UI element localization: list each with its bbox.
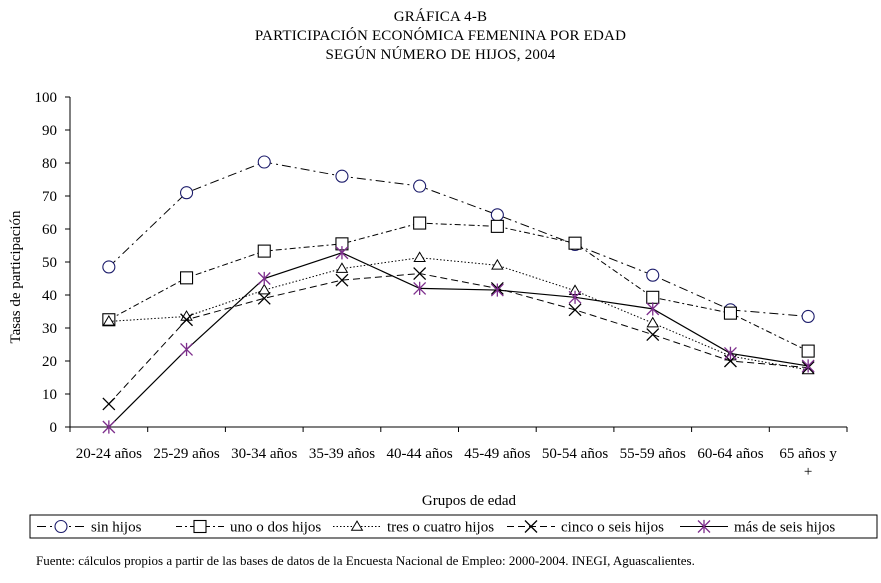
chart-title-line-2: PARTICIPACIÓN ECONÓMICA FEMENINA POR EDA…: [254, 28, 627, 44]
data-point: [646, 268, 660, 282]
x-tick-label: 60-64 años: [697, 446, 763, 462]
x-tick-label-line: 65 años y: [779, 446, 837, 462]
legend-marker: [697, 519, 711, 534]
x-tick-label: 35-39 años: [309, 446, 375, 462]
data-point: [335, 246, 349, 260]
data-point: [335, 169, 349, 183]
data-point: [801, 359, 815, 373]
data-point: [801, 309, 815, 324]
legend-label: cinco o seis hijos: [561, 520, 664, 536]
tick-labels: 0 10 20 30 40 50 60 70 80 90 100 20-24 años 25-29 añ…: [35, 90, 838, 480]
legend: sin hijos uno o dos hijos tres o cuatro hi…: [29, 514, 878, 539]
legend-marker: [54, 519, 68, 534]
data-point: [257, 244, 271, 258]
x-tick-label: 65 años y +: [779, 446, 837, 480]
series-line: [108, 273, 809, 405]
data-point: [102, 260, 116, 274]
series-cinco-o-seis-hijos: [102, 267, 815, 411]
series-line: [108, 222, 809, 352]
data-point: [257, 271, 271, 286]
data-point: [413, 179, 427, 193]
chart-title-line-1: GRÁFICA 4-B: [393, 9, 488, 25]
y-tick-label: 10: [42, 387, 57, 403]
chart-title: GRÁFICA 4-B PARTICIPACIÓN ECONÓMICA FEME…: [0, 8, 881, 65]
y-tick-label: 80: [42, 156, 57, 172]
axes: [65, 96, 848, 432]
series-mas-de-seis-hijos: [102, 246, 815, 434]
data-point: [180, 342, 194, 357]
data-point: [413, 251, 426, 262]
source-note: Fuente: cálculos propios a partir de las…: [36, 553, 695, 568]
data-point: [180, 271, 194, 285]
data-point: [723, 306, 738, 320]
y-tick-label: 0: [50, 420, 58, 436]
y-tick-label: 60: [42, 222, 57, 238]
y-tick-label: 90: [42, 123, 57, 139]
x-tick-label: 55-59 años: [620, 446, 686, 462]
data-point: [413, 267, 427, 281]
data-point: [180, 313, 194, 327]
legend-label: más de seis hijos: [734, 520, 835, 536]
series-line: [108, 252, 809, 428]
x-axis-title: Grupos de edad: [422, 493, 517, 509]
data-point: [646, 290, 660, 304]
chart-title-line-3: SEGÚN NÚMERO DE HIJOS, 2004: [325, 47, 556, 63]
legend-marker: [350, 520, 364, 531]
data-point: [646, 328, 660, 342]
data-point: [646, 316, 660, 328]
series-sin-hijos: [102, 155, 815, 324]
data-point: [180, 186, 194, 200]
legend-label: tres o cuatro hijos: [387, 520, 494, 536]
data-point: [257, 283, 271, 295]
data-point: [102, 315, 116, 326]
x-tick-label: 20-24 años: [76, 446, 142, 462]
data-point: [413, 281, 427, 295]
y-tick-label: 50: [42, 255, 57, 271]
x-tick-label: 30-34 años: [231, 446, 297, 462]
y-tick-label: 40: [42, 288, 57, 304]
data-point: [568, 290, 582, 304]
x-tick-label-line: +: [804, 464, 812, 480]
data-point: [102, 397, 116, 411]
series-line: [108, 257, 809, 371]
y-tick-label: 30: [42, 321, 57, 337]
data-point: [335, 262, 349, 273]
x-tick-label: 50-54 años: [542, 446, 608, 462]
series-uno-o-dos-hijos: [102, 216, 815, 358]
data-point: [413, 216, 427, 230]
data-point: [490, 208, 504, 222]
data-point: [257, 155, 271, 169]
legend-label: uno o dos hijos: [230, 520, 321, 536]
data-point: [646, 302, 660, 316]
data-point: [490, 219, 504, 233]
x-tick-label: 40-44 años: [387, 446, 453, 462]
y-tick-label: 20: [42, 354, 57, 370]
data-point: [335, 273, 349, 287]
legend-label: sin hijos: [91, 520, 142, 536]
data-point: [568, 303, 582, 317]
data-point: [568, 236, 582, 250]
legend-marker: [524, 520, 538, 533]
data-point: [491, 258, 504, 270]
legend-box: [29, 514, 878, 539]
y-tick-label: 100: [35, 90, 58, 106]
data-point: [801, 344, 815, 358]
data-point: [257, 291, 271, 305]
x-tick-label: 25-29 años: [153, 446, 219, 462]
data-point: [102, 420, 116, 434]
series-layer: [102, 155, 815, 434]
y-axis-title: Tasas de participación: [8, 210, 24, 344]
data-point: [490, 283, 504, 297]
x-tick-label: 45-49 años: [464, 446, 530, 462]
series-line: [108, 161, 809, 317]
data-point: [723, 346, 737, 361]
y-tick-label: 70: [42, 189, 57, 205]
legend-marker: [193, 519, 207, 534]
